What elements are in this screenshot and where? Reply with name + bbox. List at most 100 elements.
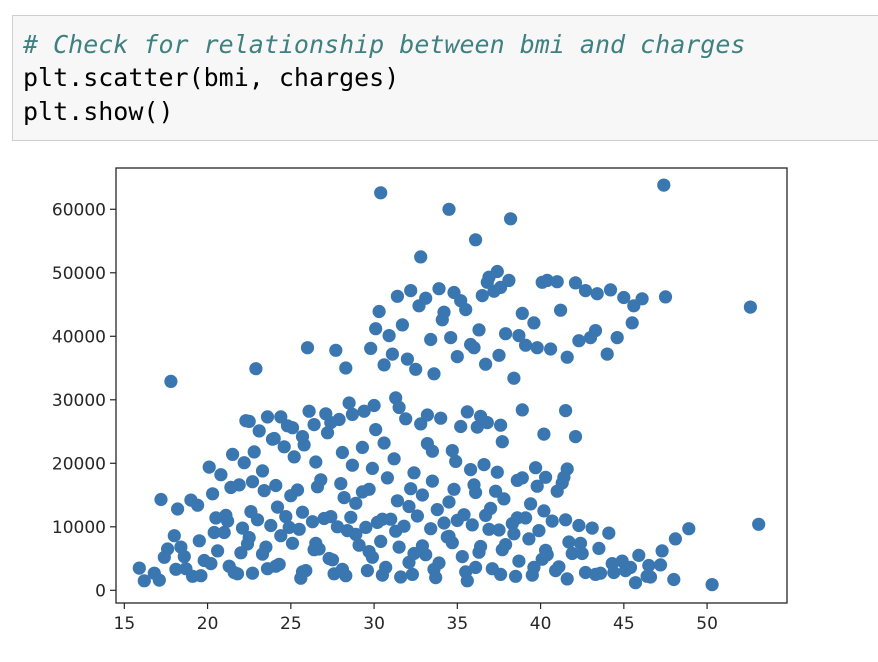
scatter-point <box>294 571 308 585</box>
scatter-point <box>487 284 501 298</box>
scatter-point <box>342 396 356 410</box>
scatter-point <box>285 536 300 550</box>
scatter-point <box>249 362 263 376</box>
scatter-point <box>424 332 438 347</box>
scatter-point <box>450 513 464 527</box>
scatter-point <box>297 438 311 452</box>
scatter-point <box>510 473 524 487</box>
scatter-point <box>474 409 488 423</box>
x-tick-label: 15 <box>114 614 136 634</box>
scatter-point <box>559 404 573 418</box>
scatter-point <box>397 519 411 533</box>
scatter-point <box>282 520 296 534</box>
scatter-point <box>497 492 511 506</box>
scatter-point <box>459 303 473 317</box>
y-tick-label: 20000 <box>52 454 106 474</box>
scatter-point <box>477 458 491 472</box>
scatter-point <box>537 427 551 441</box>
scatter-point <box>191 498 205 512</box>
scatter-point <box>560 350 574 364</box>
scatter-point <box>385 347 399 361</box>
scatter-point <box>404 284 418 298</box>
scatter-point <box>530 479 544 493</box>
scatter-point <box>274 529 288 543</box>
scatter-point <box>369 322 383 336</box>
scatter-point <box>339 361 353 375</box>
scatter-point <box>245 475 260 489</box>
scatter-point <box>269 478 283 493</box>
scatter-point <box>603 283 618 297</box>
scatter-point <box>287 450 301 464</box>
scatter-point <box>530 341 544 355</box>
scatter-point <box>444 331 458 345</box>
scatter-point <box>369 423 383 437</box>
scatter-point <box>427 562 441 576</box>
scatter-point <box>600 347 614 361</box>
scatter-point <box>572 518 586 533</box>
scatter-point <box>217 525 231 540</box>
scatter-point <box>544 342 558 356</box>
scatter-point <box>255 547 270 561</box>
scatter-point <box>359 520 373 534</box>
scatter-point <box>602 526 616 540</box>
scatter-point <box>270 500 285 514</box>
x-tick-label: 35 <box>447 614 469 634</box>
scatter-point <box>387 452 401 466</box>
scatter-point <box>309 455 323 469</box>
scatter-point <box>327 567 341 581</box>
scatter-point <box>540 273 554 287</box>
scatter-point <box>374 534 388 548</box>
scatter-point <box>425 474 439 488</box>
scatter-point <box>432 282 446 296</box>
x-tick-label: 20 <box>197 614 219 634</box>
scatter-point <box>214 468 228 482</box>
scatter-point <box>132 561 146 575</box>
scatter-point <box>167 529 181 543</box>
scatter-point <box>206 487 220 501</box>
scatter-point <box>502 273 516 287</box>
scatter-point <box>239 414 253 428</box>
scatter-point <box>454 419 468 434</box>
scatter-point <box>474 539 488 554</box>
scatter-point <box>392 400 406 414</box>
scatter-point <box>627 299 641 313</box>
scatter-point <box>365 461 379 475</box>
scatter-point <box>377 358 391 372</box>
scatter-point <box>475 289 489 303</box>
scatter-point <box>221 514 235 528</box>
scatter-point <box>337 491 351 505</box>
scatter-point <box>345 407 359 421</box>
scatter-point <box>330 520 344 534</box>
scatter-point <box>668 532 683 546</box>
y-tick-label: 60000 <box>52 200 106 220</box>
scatter-point <box>390 494 404 508</box>
code-scatter-line: plt.scatter(bmi, charges) <box>23 63 400 92</box>
scatter-point <box>402 499 416 514</box>
scatter-point <box>362 545 376 559</box>
scatter-point <box>642 558 656 573</box>
code-cell[interactable]: # Check for relationship between bmi and… <box>12 15 878 141</box>
scatter-point <box>377 436 391 450</box>
scatter-point <box>372 304 386 319</box>
scatter-point <box>367 398 381 413</box>
scatter-point <box>320 426 335 440</box>
scatter-point <box>565 546 579 561</box>
scatter-point <box>240 537 255 551</box>
scatter-point <box>357 404 371 418</box>
scatter-point <box>264 518 278 533</box>
y-tick-label: 50000 <box>52 264 106 284</box>
scatter-point <box>492 348 506 362</box>
scatter-point <box>667 572 681 587</box>
scatter-point <box>507 527 521 541</box>
scatter-point <box>390 289 404 303</box>
scatter-point <box>227 565 241 580</box>
scatter-point <box>415 539 429 553</box>
scatter-point <box>507 371 521 385</box>
x-tick-label: 45 <box>613 614 635 634</box>
scatter-point <box>470 420 484 434</box>
scatter-point <box>307 418 321 432</box>
scatter-point <box>407 546 421 561</box>
scatter-point <box>164 374 178 388</box>
scatter-point <box>515 403 529 417</box>
scatter-point <box>554 303 568 317</box>
